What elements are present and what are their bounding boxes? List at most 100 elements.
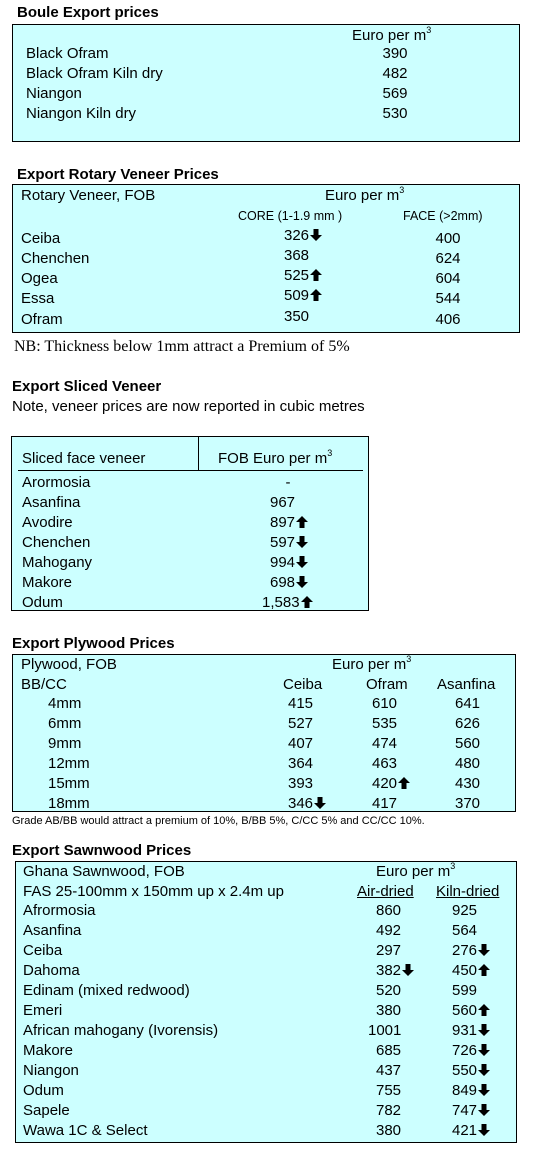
sawn-row-air: 755 (376, 1082, 401, 1099)
arrow-down-icon (478, 1064, 491, 1076)
rotary-row-core-value: 326 (284, 227, 310, 244)
sawn-row-kiln-value: 450 (452, 962, 478, 979)
sliced-row-price-value: 698 (270, 574, 296, 591)
rotary-row-name: Essa (21, 290, 55, 307)
plywood-row-asanfina: 560 (455, 735, 481, 752)
arrow-down-icon (296, 556, 309, 568)
plywood-row-ofram: 420 (372, 775, 411, 792)
sawn-row-air: 782 (376, 1102, 401, 1119)
rotary-row-core-value: 350 (284, 308, 310, 325)
rotary-row-core-value: 525 (284, 267, 310, 284)
plywood-row-ceiba-value: 346 (288, 795, 314, 812)
boule-row-price: 482 (382, 65, 408, 82)
sliced-row-price: 967 (270, 494, 295, 511)
sawn-row-kiln-value: 925 (452, 902, 478, 919)
plywood-col-asanfina: Asanfina (437, 676, 496, 693)
rotary-row-core-value: 368 (284, 247, 310, 264)
sawn-row-air: 382 (376, 962, 415, 979)
plywood-row-asanfina: 626 (455, 715, 481, 732)
plywood-table (12, 654, 516, 812)
arrow-down-icon (402, 964, 415, 976)
sawn-row-air-value: 492 (376, 922, 402, 939)
sawn-row-kiln-value: 560 (452, 1002, 478, 1019)
plywood-row-ofram-value: 535 (372, 715, 398, 732)
sawn-row-air: 380 (376, 1002, 401, 1019)
rotary-row-face: 400 (435, 230, 461, 247)
plywood-row-size: 6mm (48, 715, 82, 732)
sawn-row-name: Ceiba (23, 942, 63, 959)
arrow-down-icon (478, 1104, 491, 1116)
sawn-row-kiln-value: 726 (452, 1042, 478, 1059)
sliced-row-price-value: 597 (270, 534, 296, 551)
plywood-row-ofram-value: 610 (372, 695, 398, 712)
plywood-row-ceiba: 346 (288, 795, 327, 812)
sliced-col-price: FOB Euro per m3 (218, 448, 333, 467)
plywood-row-ceiba-value: 415 (288, 695, 314, 712)
plywood-col-ofram: Ofram (366, 676, 408, 693)
rotary-row-core: 525 (284, 267, 323, 284)
rotary-row-name: Ofram (21, 311, 63, 328)
sliced-row-name: Makore (22, 574, 73, 591)
sawn-row-name: African mahogany (Ivorensis) (23, 1022, 219, 1039)
plywood-row-size: 15mm (48, 775, 90, 792)
sliced-row-name: Mahogany (22, 554, 93, 571)
arrow-up-icon (398, 777, 411, 789)
rotary-row-face: 544 (435, 290, 461, 307)
plywood-row-ofram-value: 417 (372, 795, 398, 812)
sliced-row-name: Arormosia (22, 474, 91, 491)
sawn-row-air-value: 297 (376, 942, 402, 959)
rotary-row-name: Ogea (21, 270, 58, 287)
sawn-row-name: Makore (23, 1042, 74, 1059)
sawn-row-air-value: 782 (376, 1102, 402, 1119)
sawn-row-name: Edinam (mixed redwood) (23, 982, 190, 999)
boule-row-name: Black Ofram (26, 45, 109, 62)
sliced-header-rule (18, 470, 363, 471)
sawn-unit: Euro per m3 (376, 861, 456, 880)
rotary-row-name: Ceiba (21, 230, 61, 247)
rotary-row-core: 509 (284, 287, 323, 304)
sawn-row-air: 492 (376, 922, 401, 939)
sawn-row-kiln-value: 931 (452, 1022, 478, 1039)
rotary-unit: Euro per m3 (325, 185, 405, 204)
sawn-row-name: Dahoma (23, 962, 80, 979)
plywood-row-ceiba: 415 (288, 695, 313, 712)
sawn-row-air-value: 1001 (368, 1022, 402, 1039)
sliced-row-price: 897 (270, 514, 309, 531)
rotary-row-name: Chenchen (21, 250, 90, 267)
rotary-col-face: FACE (>2mm) (403, 209, 483, 223)
arrow-up-icon (310, 289, 323, 301)
boule-row-price: 530 (382, 105, 408, 122)
plywood-row-ceiba: 364 (288, 755, 313, 772)
plywood-unit: Euro per m3 (332, 654, 412, 673)
plywood-row-asanfina: 430 (455, 775, 481, 792)
boule-unit: Euro per m3 (352, 25, 432, 44)
sawn-row-kiln-value: 747 (452, 1102, 478, 1119)
arrow-up-icon (310, 269, 323, 281)
sliced-row-price: 994 (270, 554, 309, 571)
sawn-row-air-value: 685 (376, 1042, 402, 1059)
sawn-row-name: Asanfina (23, 922, 82, 939)
sliced-row-name: Odum (22, 594, 63, 611)
sawn-row-air-value: 860 (376, 902, 402, 919)
plywood-row-size: 18mm (48, 795, 90, 812)
arrow-down-icon (478, 1024, 491, 1036)
sliced-row-price-value: 967 (270, 494, 296, 511)
plywood-title: Export Plywood Prices (12, 635, 175, 652)
plywood-row-ofram-value: 420 (372, 775, 398, 792)
rotary-row-core: 326 (284, 227, 323, 244)
sliced-row-price: 597 (270, 534, 309, 551)
plywood-row-ceiba-value: 527 (288, 715, 314, 732)
sawn-row-air: 437 (376, 1062, 401, 1079)
plywood-label: Plywood, FOB (21, 656, 117, 673)
arrow-up-icon (300, 596, 313, 608)
plywood-row-ofram-value: 474 (372, 735, 398, 752)
arrow-down-icon (296, 536, 309, 548)
sawn-row-kiln: 726 (452, 1042, 491, 1059)
boule-row-name: Black Ofram Kiln dry (26, 65, 163, 82)
sliced-row-price: 1,583 (262, 594, 313, 611)
boule-table (12, 24, 520, 142)
plywood-note: Grade AB/BB would attract a premium of 1… (12, 815, 425, 827)
sliced-table (11, 436, 369, 611)
boule-row-price: 569 (382, 85, 408, 102)
sliced-row-name: Avodire (22, 514, 73, 531)
